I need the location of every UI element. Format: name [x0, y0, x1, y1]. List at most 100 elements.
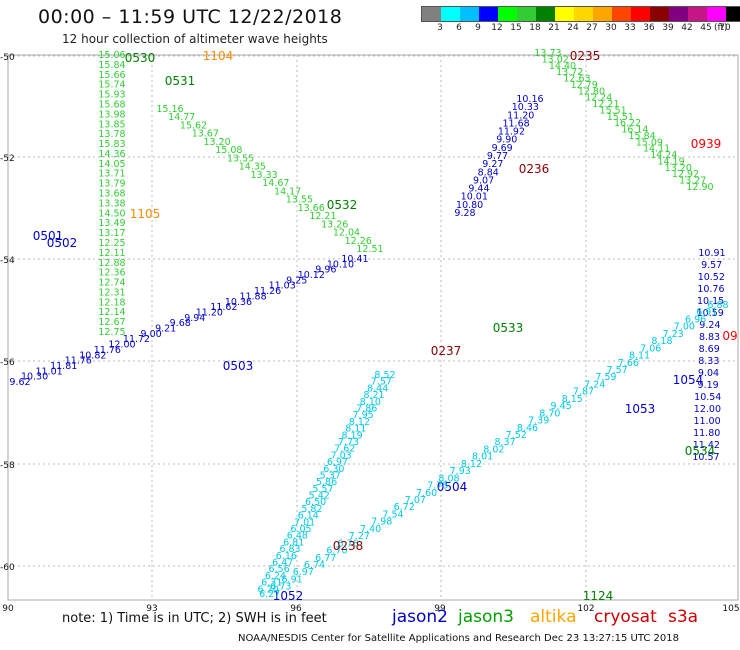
swh-value: 7.27 [349, 531, 370, 542]
legend-label: 39 [662, 23, 674, 33]
swh-value: 9.24 [699, 320, 720, 331]
swh-value: 8.44 [367, 383, 388, 394]
satellite-legend-cryosat: cryosat [594, 607, 657, 627]
swh-value: 7.52 [506, 430, 527, 441]
swh-value: 7.40 [360, 524, 381, 535]
swh-value: 14.50 [98, 208, 125, 219]
swh-value: 10.10 [327, 259, 354, 270]
swh-value: 12.21 [309, 211, 336, 222]
swh-value: 13.33 [251, 170, 278, 181]
map-frame [7, 54, 739, 601]
swh-value: 6.77 [315, 553, 336, 564]
satellite-legend-s3a: s3a [668, 607, 699, 627]
legend-swatch [631, 7, 650, 21]
swh-value: 6.74 [304, 560, 325, 571]
swh-value: 10.16 [516, 94, 543, 105]
swh-value: 9.28 [454, 208, 475, 219]
swh-value: 10.12 [298, 270, 325, 281]
swh-value: 12.74 [98, 278, 125, 289]
swh-value: 12.25 [98, 238, 125, 249]
legend-label: 42 [681, 23, 693, 33]
swh-value: 9.94 [184, 313, 205, 324]
legend-swatch [574, 7, 593, 21]
swh-value: 12.90 [686, 182, 713, 193]
swh-value: 10.30 [21, 372, 48, 383]
swh-value: 6.56 [268, 564, 289, 575]
swh-value: 6.27 [259, 589, 280, 600]
swh-value: 12.24 [585, 93, 612, 104]
lat-tick-label: -60 [0, 563, 15, 573]
swh-value: 15.51 [607, 112, 634, 123]
swh-value: 13.27 [679, 176, 706, 187]
swh-value: 12.80 [578, 86, 605, 97]
swh-value: 6.14 [298, 511, 319, 522]
swh-value: 13.79 [98, 179, 125, 190]
lon-tick-label: 90 [2, 604, 14, 614]
swh-value: 11.88 [239, 291, 266, 302]
swh-value: 13.17 [98, 228, 125, 239]
swh-value: 5.86 [316, 477, 337, 488]
swh-value: 7.01 [294, 517, 315, 528]
swh-value: 15.83 [98, 139, 125, 150]
swh-value: 7.59 [595, 372, 616, 383]
swh-value: 8.12 [461, 459, 482, 470]
swh-value: 6.91 [696, 307, 717, 318]
swh-value: 14.05 [98, 159, 125, 170]
pass-time-label: 0238 [333, 539, 364, 553]
legend-swatch [612, 7, 631, 21]
swh-value: 8.84 [478, 167, 499, 178]
swh-value: 9.27 [482, 159, 503, 170]
swh-value: 7.03 [331, 450, 352, 461]
swh-value: 8.12 [349, 417, 370, 428]
swh-value: 13.26 [321, 219, 348, 230]
swh-value: 12.04 [333, 228, 360, 239]
satellite-legend-jason3: jason3 [458, 607, 514, 627]
pass-time-label: 1052 [273, 589, 304, 603]
legend-label: 21 [548, 23, 560, 33]
satellite-legend-altika: altika [530, 607, 577, 627]
swh-value: 13.55 [227, 153, 254, 164]
swh-value: 12.75 [98, 327, 125, 338]
legend-label: 6 [456, 23, 462, 33]
swh-value: 7.93 [450, 466, 471, 477]
lat-tick-label: -56 [0, 358, 15, 368]
swh-value: 10.54 [694, 392, 721, 403]
swh-value: 7.62 [334, 444, 355, 455]
swh-value: 10.59 [697, 308, 724, 319]
legend-label: 12 [491, 23, 503, 33]
pass-time-label: 1053 [625, 402, 656, 416]
swh-value: 6.16 [276, 551, 297, 562]
swh-value: 7.23 [663, 329, 684, 340]
legend-label: 45 [700, 23, 712, 33]
legend-swatch [650, 7, 669, 21]
swh-value: 8.08 [438, 473, 459, 484]
swh-value: 11.72 [123, 334, 150, 345]
swh-value: 7.87 [573, 387, 594, 398]
swh-value: 5.42 [309, 491, 330, 502]
swh-value: 7.00 [674, 322, 695, 333]
swh-value: 14.19 [657, 156, 684, 167]
swh-value: 11.76 [65, 356, 92, 367]
swh-value: 10.15 [697, 296, 724, 307]
swh-value: 10.91 [698, 248, 725, 259]
pass-time-label: 0503 [223, 359, 254, 373]
swh-value: 14.77 [168, 112, 195, 123]
legend-label: 24 [567, 23, 579, 33]
lat-tick-label: -58 [0, 461, 15, 471]
swh-value: 15.68 [98, 99, 125, 110]
legend-swatch [669, 7, 688, 21]
pass-time-label: 0530 [125, 51, 156, 65]
swh-value: 6.97 [327, 457, 348, 468]
lon-tick-label: 102 [577, 604, 594, 614]
swh-value: 9.57 [701, 260, 722, 271]
legend-label: 33 [624, 23, 636, 33]
swh-value: 10.33 [512, 102, 539, 113]
pass-time-label: 0501 [33, 229, 64, 243]
swh-value: 8.37 [494, 437, 515, 448]
page-subtitle: 12 hour collection of altimeter wave hei… [62, 32, 328, 46]
pass-time-label: 0532 [327, 198, 358, 212]
legend-label: 27 [586, 23, 598, 33]
swh-value: 7.60 [416, 488, 437, 499]
swh-value: 16.22 [614, 118, 641, 129]
swh-value: 9.90 [496, 135, 517, 146]
